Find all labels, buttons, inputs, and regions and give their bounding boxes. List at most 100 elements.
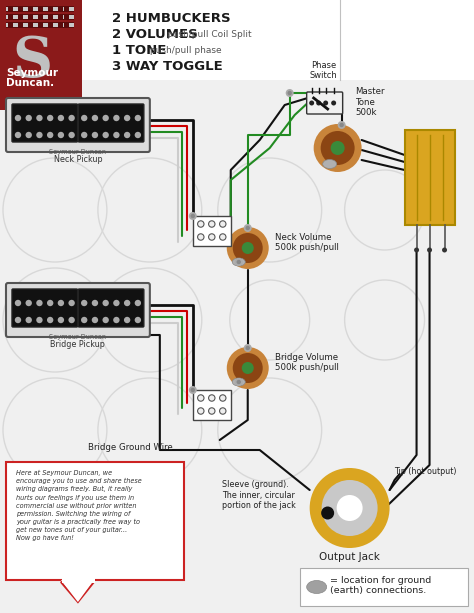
Bar [18,7,23,11]
Circle shape [124,300,130,306]
Ellipse shape [232,258,245,266]
FancyBboxPatch shape [6,283,150,337]
Bar [64,23,69,27]
Circle shape [58,115,64,121]
Circle shape [36,132,43,138]
Circle shape [321,131,355,165]
Circle shape [427,248,432,253]
FancyBboxPatch shape [78,104,144,142]
Circle shape [102,132,109,138]
Circle shape [26,317,32,323]
Circle shape [442,248,447,253]
Circle shape [113,115,119,121]
Bar [48,15,53,19]
FancyBboxPatch shape [307,92,343,114]
Circle shape [26,300,32,306]
Text: Seymour Duncan: Seymour Duncan [49,149,107,155]
Circle shape [314,124,362,172]
Circle shape [68,317,75,323]
Text: Here at Seymour Duncan, we
encourage you to use and share these
wiring diagrams : Here at Seymour Duncan, we encourage you… [16,470,142,541]
Circle shape [227,227,269,269]
Circle shape [58,300,64,306]
Text: push/pull Coil Split: push/pull Coil Split [164,29,252,39]
Circle shape [15,132,21,138]
FancyBboxPatch shape [12,104,78,142]
Bar [8,7,13,11]
Circle shape [36,300,43,306]
Circle shape [209,221,215,227]
Circle shape [189,212,197,220]
Circle shape [124,115,130,121]
Circle shape [244,344,252,352]
Bar [38,23,43,27]
Circle shape [81,300,87,306]
Circle shape [189,386,197,394]
Circle shape [246,226,250,230]
Circle shape [209,408,215,414]
Text: Bridge Volume
500k push/pull: Bridge Volume 500k push/pull [275,352,338,372]
Circle shape [237,380,241,384]
Circle shape [92,317,98,323]
Bar [64,7,69,11]
Circle shape [15,300,21,306]
Circle shape [81,115,87,121]
Text: Duncan.: Duncan. [6,78,54,88]
Circle shape [219,221,226,227]
Text: Master
Tone
500k: Master Tone 500k [356,87,385,117]
FancyBboxPatch shape [12,289,78,327]
Text: Bridge Pickup: Bridge Pickup [50,340,105,349]
Bar [8,15,13,19]
Bar [28,23,33,27]
Circle shape [316,101,321,105]
Circle shape [26,115,32,121]
Circle shape [288,91,292,95]
Circle shape [246,346,250,350]
Circle shape [337,495,363,521]
Circle shape [102,300,109,306]
Circle shape [58,317,64,323]
Text: Seymour: Seymour [6,68,58,78]
Circle shape [198,234,204,240]
Text: Neck Volume
500k push/pull: Neck Volume 500k push/pull [275,232,338,252]
Bar [6,462,184,580]
Circle shape [191,388,195,392]
Circle shape [219,395,226,401]
Circle shape [124,317,130,323]
Circle shape [36,115,43,121]
Bar [28,7,33,11]
Circle shape [15,115,21,121]
Circle shape [68,300,75,306]
Text: push/pull phase: push/pull phase [146,45,221,55]
Text: Sleeve (ground).
The inner, circular
portion of the jack: Sleeve (ground). The inner, circular por… [222,480,296,510]
Bar [193,390,231,420]
Circle shape [286,89,294,97]
Circle shape [323,101,328,105]
Circle shape [113,317,119,323]
Ellipse shape [323,159,337,169]
Circle shape [235,378,243,386]
Circle shape [135,132,141,138]
Text: Seymour Duncan: Seymour Duncan [49,334,107,340]
Circle shape [135,317,141,323]
Circle shape [102,115,109,121]
Circle shape [135,300,141,306]
Text: Tip (hot output): Tip (hot output) [393,467,456,476]
Circle shape [47,300,54,306]
Circle shape [233,353,263,383]
Circle shape [81,317,87,323]
Circle shape [337,121,346,129]
Circle shape [68,132,75,138]
Text: 2 HUMBUCKERS: 2 HUMBUCKERS [112,12,230,25]
Circle shape [113,300,119,306]
Bar [300,568,467,606]
Circle shape [58,132,64,138]
FancyBboxPatch shape [6,98,150,152]
Ellipse shape [232,378,245,386]
Text: 1 TONE: 1 TONE [112,44,166,57]
Polygon shape [61,580,94,602]
Bar [193,216,231,246]
Bar [0,0,82,110]
Text: = location for ground
(earth) connections.: = location for ground (earth) connection… [329,576,431,595]
Bar [6,22,74,28]
Bar [62,578,95,583]
